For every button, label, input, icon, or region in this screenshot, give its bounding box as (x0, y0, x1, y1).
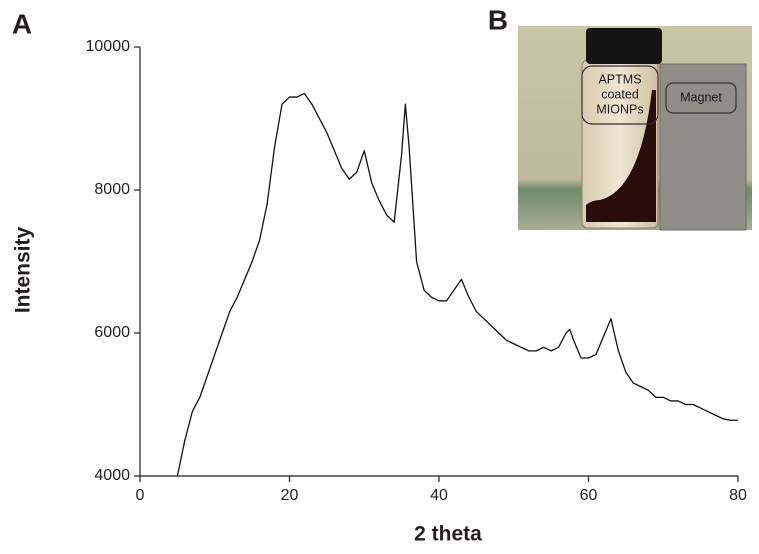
panel-label: B (488, 4, 508, 35)
x-tick-label: 20 (281, 487, 299, 504)
inset-photo (518, 26, 752, 231)
y-tick-label: 6000 (94, 324, 130, 341)
y-tick-label: 10000 (86, 38, 131, 55)
inset-label: coated (601, 87, 639, 101)
inset-label: Magnet (680, 90, 722, 104)
x-tick-label: 80 (729, 487, 747, 504)
panel-label: A (12, 8, 32, 39)
data-line (176, 92, 738, 477)
x-tick-label: 60 (580, 487, 598, 504)
x-tick-label: 40 (430, 487, 448, 504)
inset-label: APTMS (598, 72, 641, 86)
x-tick-label: 0 (136, 487, 145, 504)
y-axis-title: Intensity (12, 227, 35, 314)
inset-label: MIONPs (596, 102, 643, 116)
y-tick-label: 4000 (94, 467, 130, 484)
x-axis-title: 2 theta (414, 523, 482, 546)
y-tick-label: 8000 (94, 181, 130, 198)
